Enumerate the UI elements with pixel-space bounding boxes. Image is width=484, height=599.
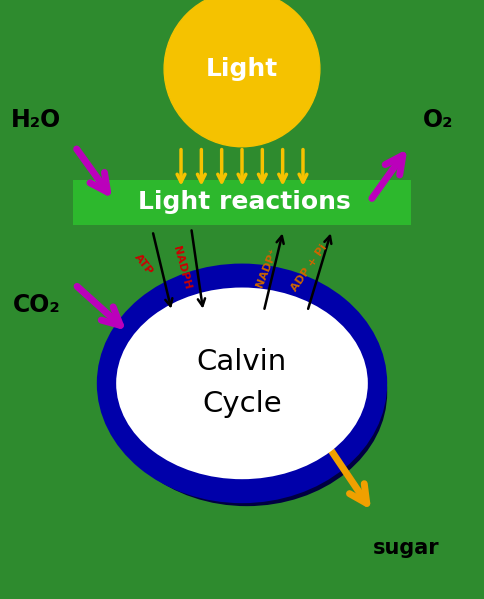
- Text: Light: Light: [206, 57, 278, 81]
- Text: ADP + Pi: ADP + Pi: [289, 243, 329, 293]
- Bar: [73, 180, 411, 225]
- Text: H₂O: H₂O: [11, 108, 61, 132]
- Ellipse shape: [97, 264, 387, 503]
- Text: NADPH: NADPH: [171, 245, 193, 291]
- Text: Cycle: Cycle: [202, 391, 282, 418]
- Text: CO₂: CO₂: [13, 294, 60, 317]
- Text: Calvin: Calvin: [197, 349, 287, 376]
- Ellipse shape: [116, 288, 368, 479]
- Ellipse shape: [106, 279, 387, 506]
- Ellipse shape: [164, 0, 320, 147]
- Text: sugar: sugar: [373, 538, 440, 558]
- Text: Light reactions: Light reactions: [138, 190, 351, 214]
- Text: ATP: ATP: [132, 252, 154, 277]
- Text: NADP⁺: NADP⁺: [255, 247, 279, 289]
- Text: O₂: O₂: [423, 108, 454, 132]
